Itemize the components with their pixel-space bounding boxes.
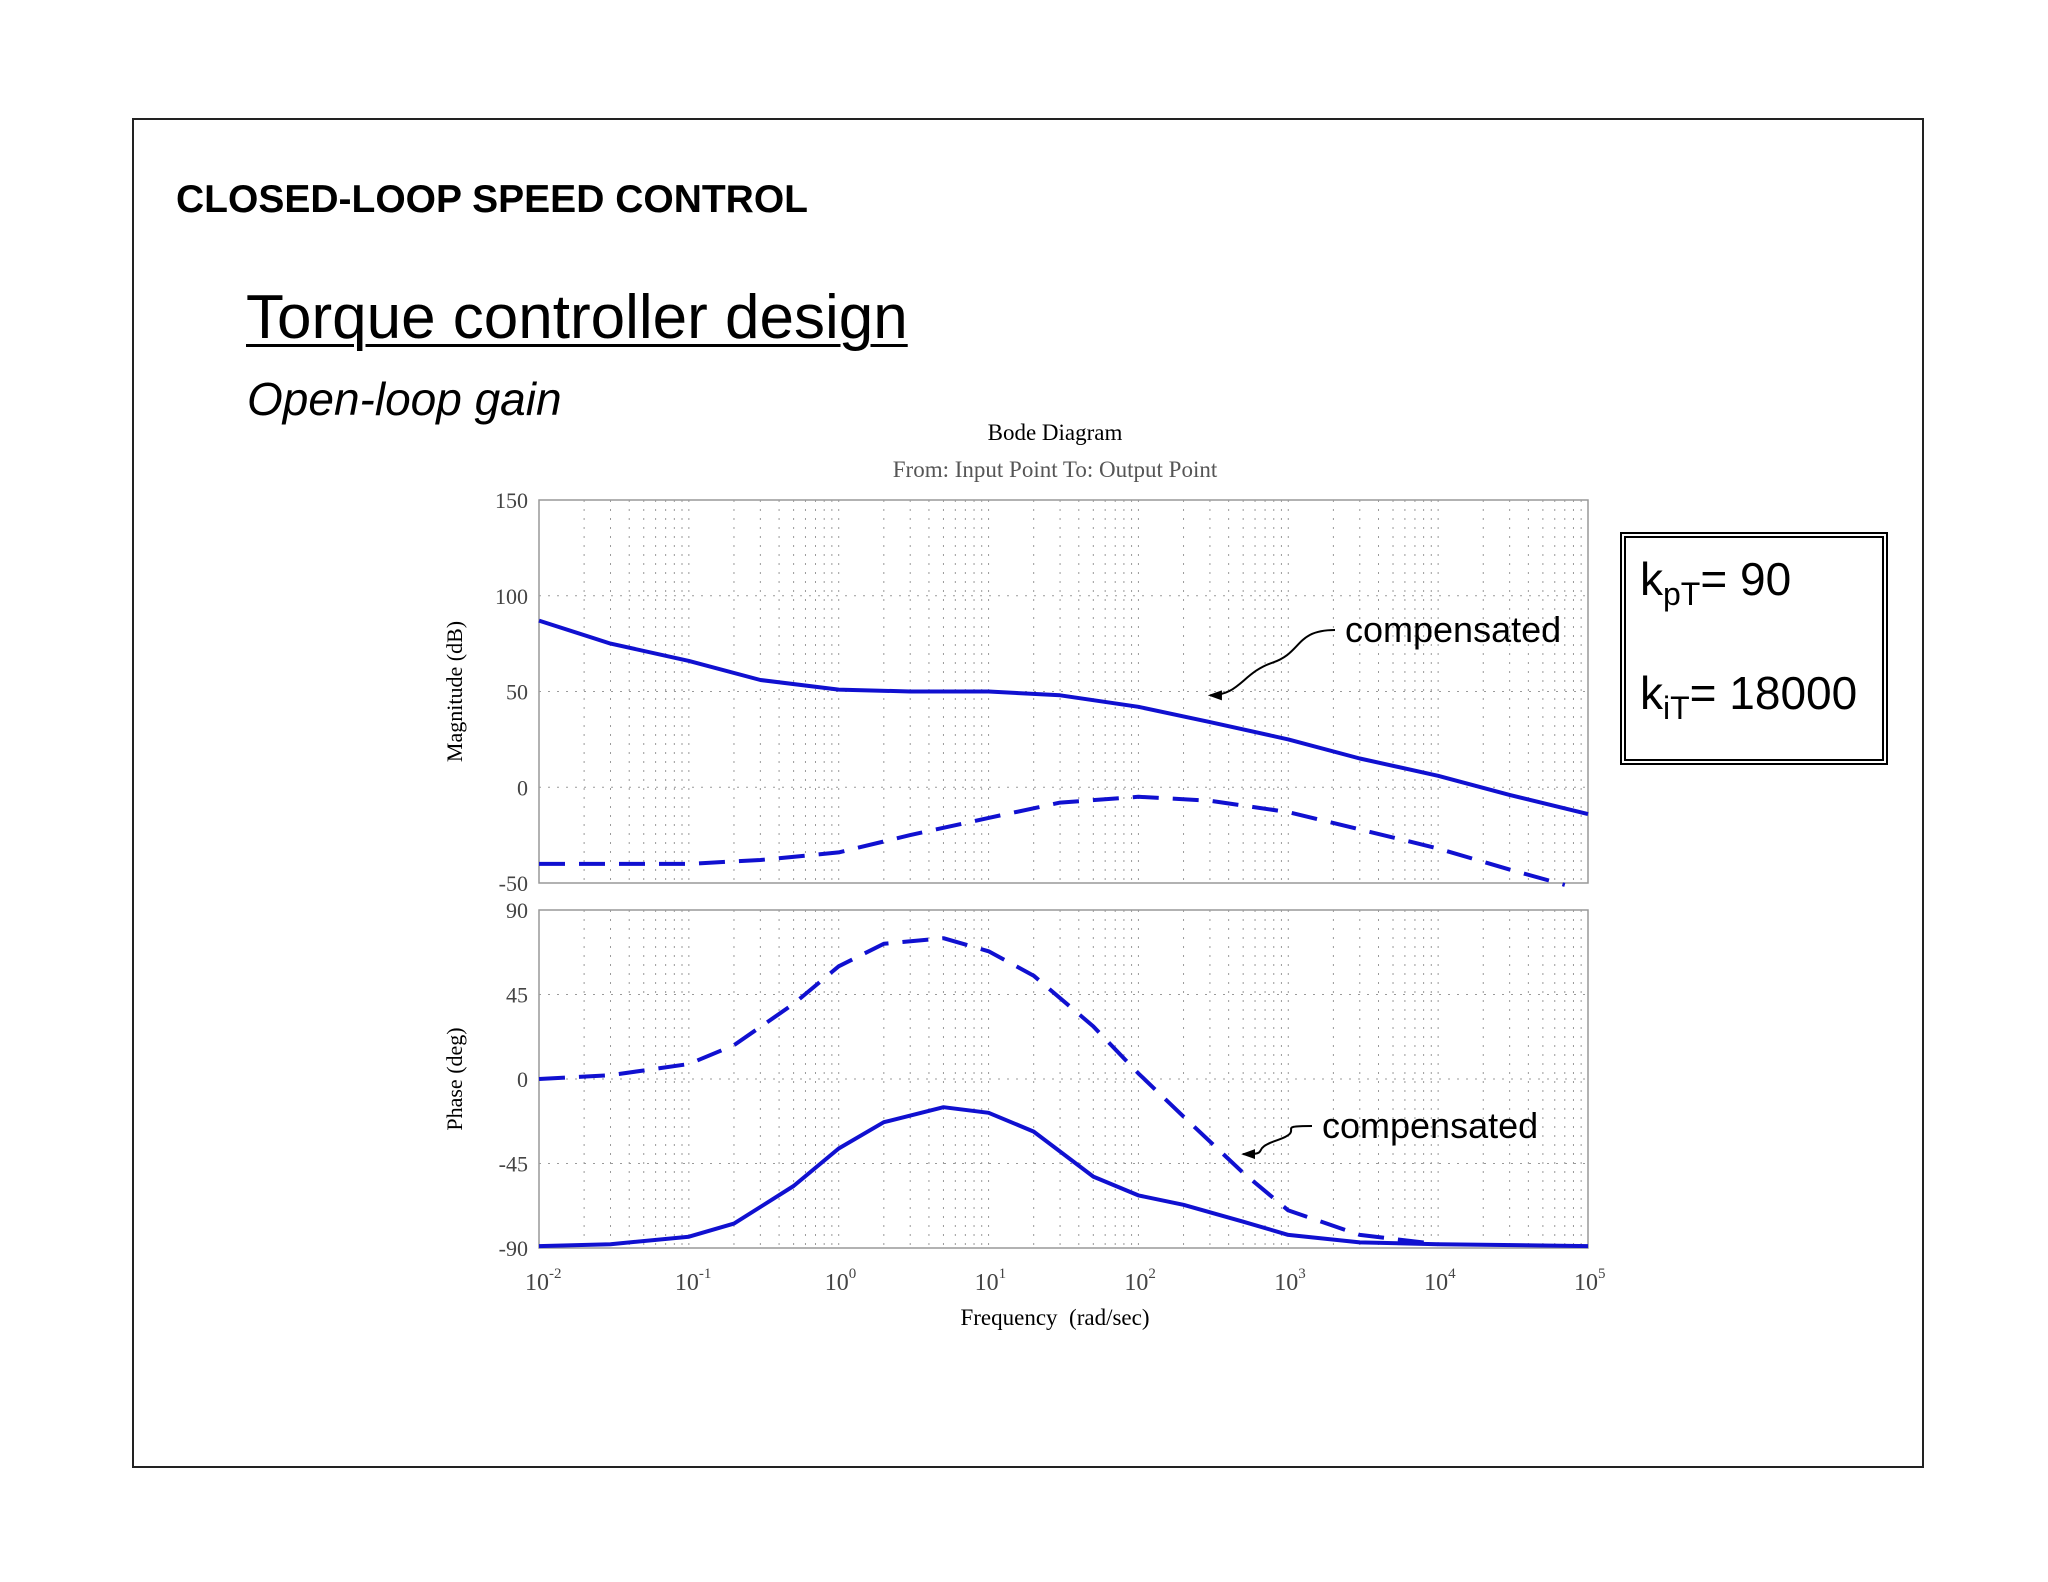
slide-frame xyxy=(132,118,1924,1468)
x-tick-label: 10-1 xyxy=(675,1266,712,1296)
ki-subscript: iT xyxy=(1663,690,1690,727)
section-title: CLOSED-LOOP SPEED CONTROL xyxy=(176,178,808,221)
y-axis-label: Magnitude (dB) xyxy=(442,621,467,762)
kp-subscript: pT xyxy=(1663,576,1701,613)
y-tick-label: -50 xyxy=(499,871,528,896)
y-axis-label: Phase (deg) xyxy=(442,1027,467,1130)
y-tick-label: -90 xyxy=(499,1236,528,1261)
ki-symbol: k xyxy=(1640,667,1663,719)
y-tick-label: 0 xyxy=(517,1067,528,1092)
kp-value: = 90 xyxy=(1700,553,1792,605)
y-tick-label: 100 xyxy=(495,584,528,609)
y-tick-label: 50 xyxy=(506,680,528,705)
series-line-uncompensated xyxy=(539,794,1566,887)
gain-box: kpT= 90 kiT= 18000 xyxy=(1620,532,1888,765)
series-line-uncompensated xyxy=(538,936,1439,1247)
x-axis-label: Frequency (rad/sec) xyxy=(960,1305,1149,1330)
y-tick-label: 150 xyxy=(495,488,528,513)
annotation-arrow xyxy=(1241,1125,1313,1160)
x-tick-label: 10-2 xyxy=(525,1266,562,1296)
x-tick-label: 102 xyxy=(1124,1266,1156,1296)
chart-title: Bode Diagram xyxy=(988,420,1123,445)
x-tick-label: 104 xyxy=(1424,1266,1456,1296)
ki-value: = 18000 xyxy=(1689,667,1858,719)
series-line-compensated xyxy=(538,618,1589,817)
x-tick-label: 105 xyxy=(1574,1266,1606,1296)
y-tick-label: 90 xyxy=(506,898,528,923)
ki-gain: kiT= 18000 xyxy=(1640,666,1857,727)
kp-symbol: k xyxy=(1640,553,1663,605)
y-tick-label: 45 xyxy=(506,983,528,1008)
series-line-compensated xyxy=(538,1105,1589,1249)
y-tick-label: 0 xyxy=(517,775,528,800)
x-tick-label: 101 xyxy=(975,1266,1007,1296)
x-tick-label: 103 xyxy=(1274,1266,1306,1296)
kp-gain: kpT= 90 xyxy=(1640,552,1791,613)
annotation-arrow xyxy=(1207,629,1336,701)
chart-subtitle: From: Input Point To: Output Point xyxy=(893,457,1218,482)
slide-title: Torque controller design xyxy=(246,283,908,352)
x-tick-label: 100 xyxy=(825,1266,857,1296)
y-tick-label: -45 xyxy=(499,1152,528,1177)
plot-frame xyxy=(538,499,1589,884)
annotation-label: compensated xyxy=(1345,609,1561,650)
slide-subtitle: Open-loop gain xyxy=(247,373,562,425)
annotation-label: compensated xyxy=(1322,1105,1538,1146)
